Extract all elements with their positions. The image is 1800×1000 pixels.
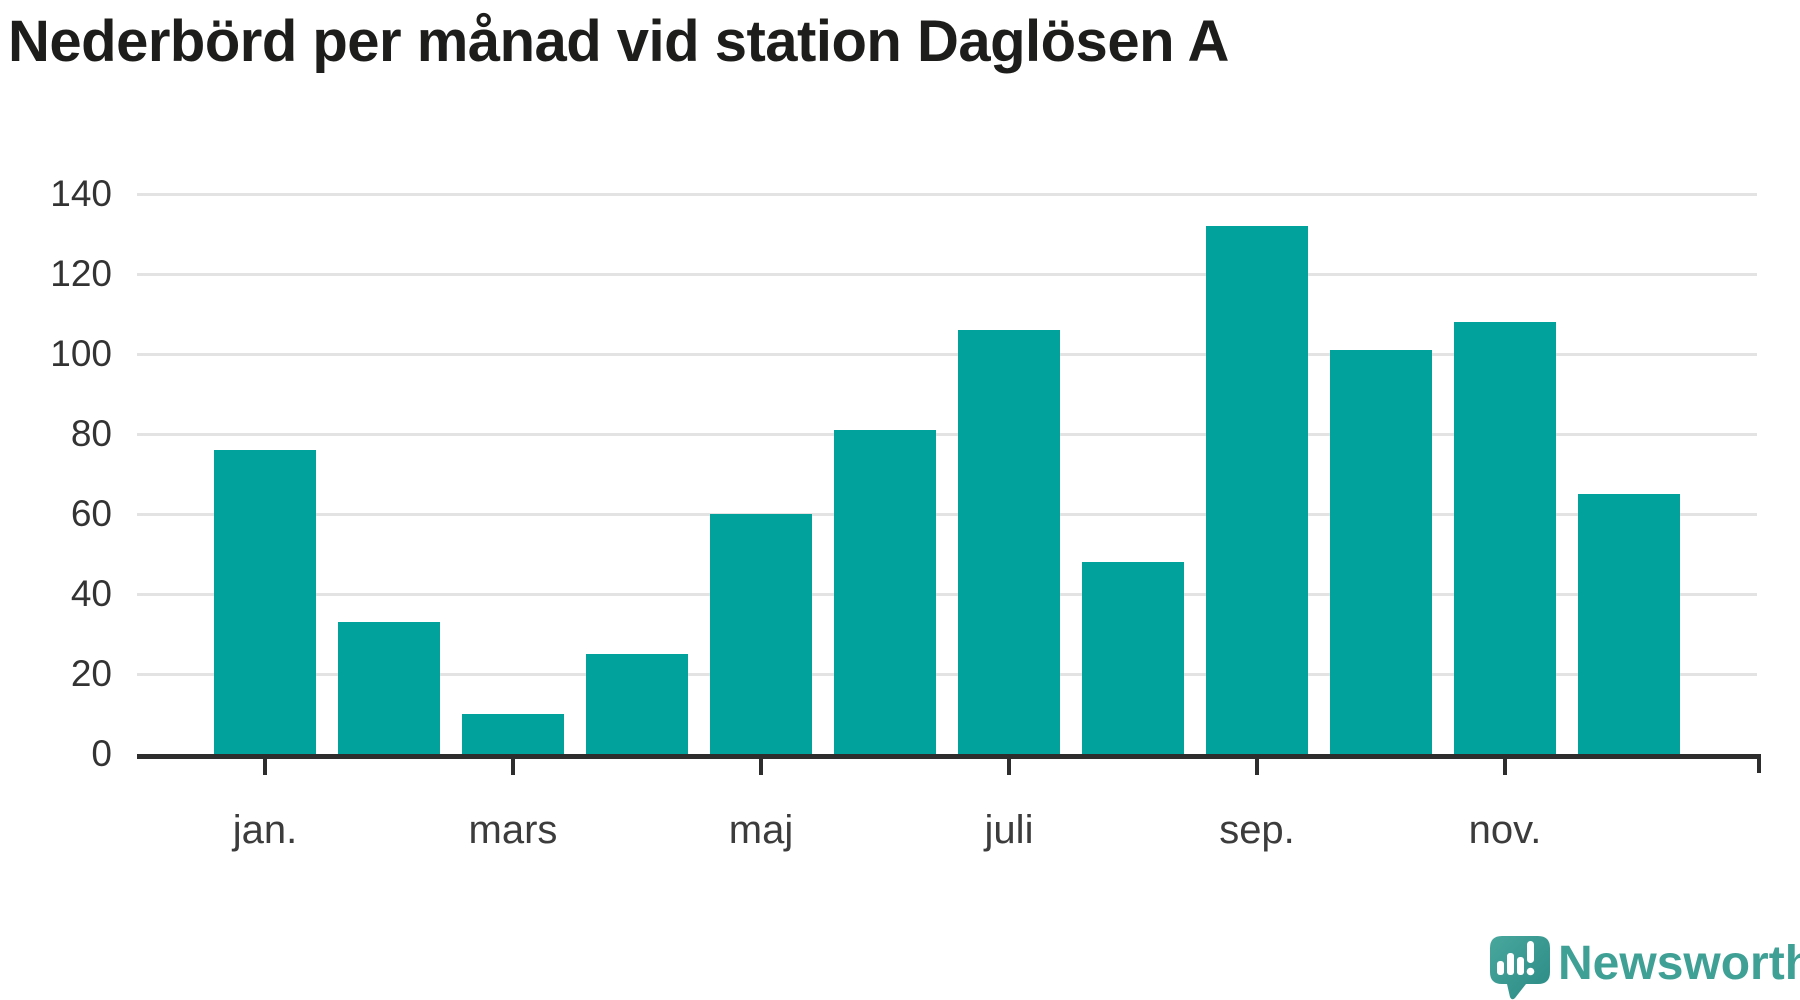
- y-gridline: [137, 673, 1757, 676]
- bar: [586, 654, 688, 754]
- x-axis-tick-label: jan.: [232, 808, 298, 852]
- y-gridline: [137, 273, 1757, 276]
- chart-title: Nederbörd per månad vid station Daglösen…: [8, 9, 1229, 74]
- bar: [710, 514, 812, 754]
- y-axis-tick-label: 0: [91, 733, 112, 774]
- x-axis-end-tick: [1757, 754, 1761, 773]
- newsworthy-logo-text: Newsworthy: [1558, 937, 1800, 990]
- y-gridline: [137, 513, 1757, 516]
- bar: [338, 622, 440, 754]
- x-axis-tick: [511, 759, 515, 775]
- y-gridline: [137, 593, 1757, 596]
- bar: [462, 714, 564, 754]
- bar: [1206, 226, 1308, 754]
- x-axis-tick: [263, 759, 267, 775]
- y-axis-tick-label: 120: [50, 253, 112, 294]
- y-axis-tick-label: 60: [70, 493, 112, 534]
- x-axis-tick: [1503, 759, 1507, 775]
- bar: [1330, 350, 1432, 754]
- y-axis-tick-label: 100: [50, 333, 112, 374]
- x-axis-tick: [1007, 759, 1011, 775]
- bar: [214, 450, 316, 754]
- newsworthy-logo-icon: [1490, 936, 1550, 1000]
- bar: [1454, 322, 1556, 754]
- y-axis-tick-label: 80: [70, 413, 112, 454]
- y-gridline: [137, 193, 1757, 196]
- y-axis-tick-label: 140: [50, 173, 112, 214]
- x-axis-tick: [1255, 759, 1259, 775]
- x-axis-tick-label: juli: [984, 808, 1034, 852]
- bar: [1082, 562, 1184, 754]
- bar: [1578, 494, 1680, 754]
- y-gridline: [137, 353, 1757, 356]
- x-axis-tick-label: nov.: [1468, 808, 1542, 852]
- bar: [958, 330, 1060, 754]
- y-axis-tick-label: 40: [70, 573, 112, 614]
- x-axis-line: [137, 754, 1761, 759]
- y-gridline: [137, 433, 1757, 436]
- x-axis-tick-label: mars: [468, 808, 558, 852]
- x-axis-tick-label: maj: [728, 808, 794, 852]
- bar: [834, 430, 936, 754]
- x-axis-tick-label: sep.: [1219, 808, 1295, 852]
- y-axis-tick-label: 20: [70, 653, 112, 694]
- x-axis-tick: [759, 759, 763, 775]
